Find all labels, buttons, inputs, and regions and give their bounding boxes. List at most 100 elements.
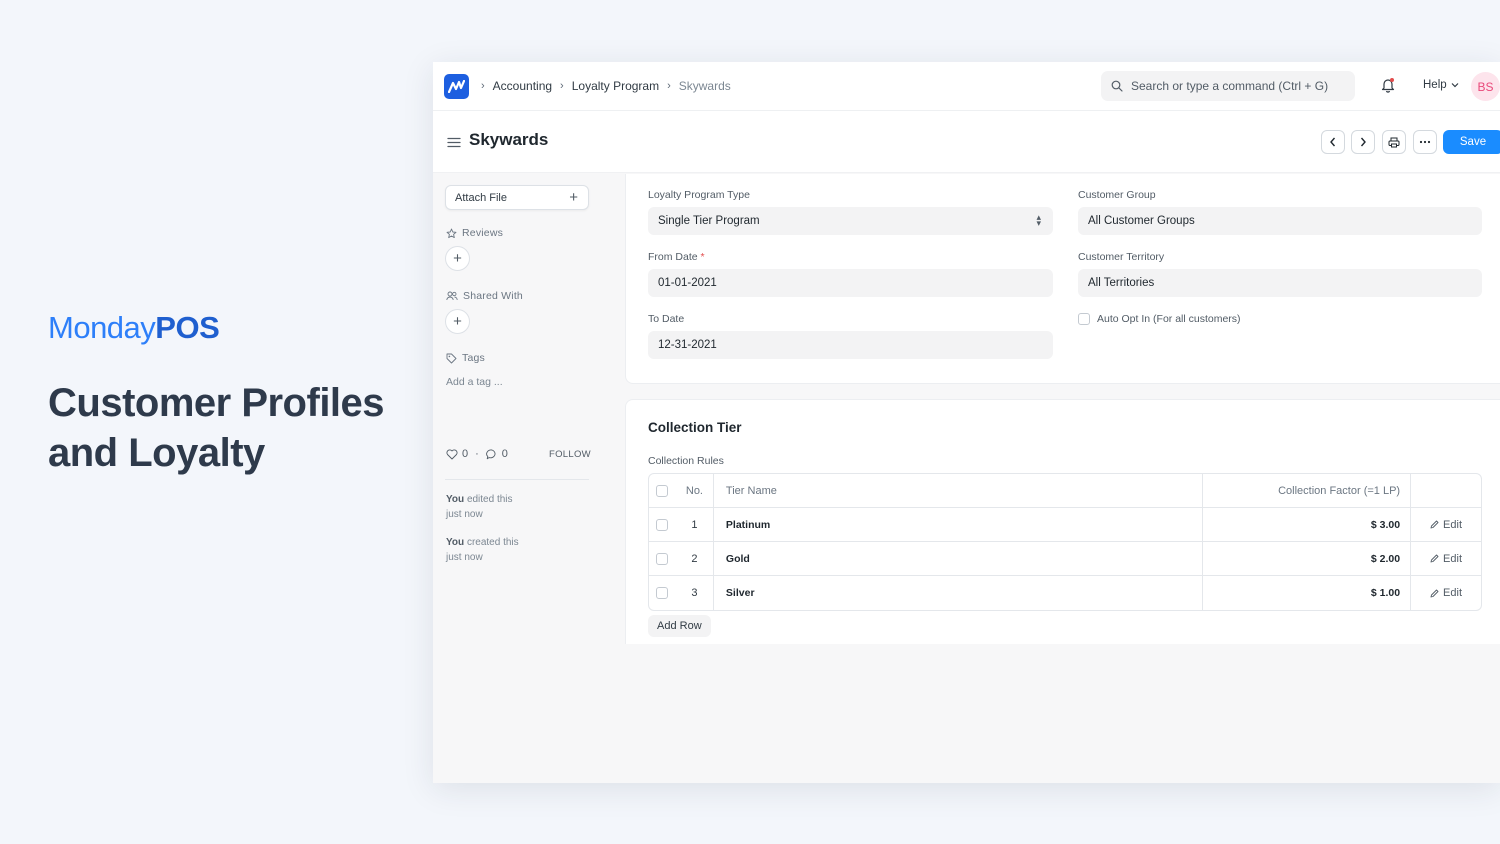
app-logo-icon[interactable] [444,73,469,99]
star-icon [446,228,457,238]
customer-group-field[interactable]: All Customer Groups [1078,207,1482,235]
breadcrumb-current[interactable]: Skywards [678,79,731,93]
avatar[interactable]: BS [1471,72,1500,101]
column-tier-name: Tier Name [714,474,1204,507]
table-row[interactable]: 3 Silver $ 1.00 Edit [649,576,1481,610]
edit-label: Edit [1443,587,1463,599]
customer-territory-field[interactable]: All Territories [1078,269,1482,297]
tag-icon [446,353,457,363]
likes-comments: 0 · 0 [446,448,508,460]
select-all-checkbox[interactable] [649,474,676,507]
attach-file-label: Attach File [455,191,507,204]
search-input[interactable]: Search or type a command (Ctrl + G) [1101,71,1355,101]
activity-what: edited this [466,494,513,505]
tags-label: Tags [446,352,485,364]
page-title: Skywards [469,130,549,149]
brand-bold: POS [155,310,220,345]
save-button[interactable]: Save [1443,130,1500,154]
notification-bell-icon[interactable] [1381,77,1395,98]
app-window: › Accounting › Loyalty Program › Skyward… [433,62,1500,783]
add-row-button[interactable]: Add Row [648,615,711,637]
chevron-right-icon: › [667,80,671,92]
row-tier-name[interactable]: Gold [714,542,1204,575]
activity-item: You edited this just now [446,492,513,522]
from-date-label-text: From Date [648,251,698,263]
add-review-button[interactable]: + [445,246,470,271]
customer-territory-label: Customer Territory [1078,251,1165,263]
from-date-label: From Date * [648,251,705,263]
breadcrumb: › Accounting › Loyalty Program › Skyward… [481,79,739,93]
attach-file-button[interactable]: Attach File + [445,185,589,210]
row-checkbox[interactable] [649,576,676,610]
column-actions [1411,474,1481,507]
table-row[interactable]: 1 Platinum $ 3.00 Edit [649,508,1481,542]
heart-icon[interactable] [446,448,458,460]
table-row[interactable]: 2 Gold $ 2.00 Edit [649,542,1481,576]
help-label: Help [1423,79,1447,91]
pencil-icon [1430,554,1439,563]
activity-what: created this [466,537,519,548]
follow-button[interactable]: FOLLOW [549,449,591,460]
table-label: Collection Rules [648,455,724,467]
to-date-field[interactable]: 12-31-2021 [648,331,1053,359]
edit-label: Edit [1443,552,1463,565]
prev-button[interactable] [1321,130,1345,154]
column-no: No. [676,474,714,507]
likes-count: 0 [462,448,469,460]
from-date-field[interactable]: 01-01-2021 [648,269,1053,297]
edit-label: Edit [1443,518,1463,531]
pencil-icon [1430,589,1439,597]
edit-row-button[interactable]: Edit [1411,542,1481,575]
menu-icon[interactable] [447,135,461,153]
column-collection-factor: Collection Factor (=1 LP) [1203,474,1412,507]
comments-count: 0 [501,448,508,460]
row-collection-factor[interactable]: $ 2.00 [1203,542,1412,575]
activity-item: You created this just now [446,535,519,565]
activity-when: just now [446,509,483,520]
program-type-select[interactable]: Single Tier Program ▴ ▾ [648,207,1053,235]
row-collection-factor[interactable]: $ 1.00 [1203,576,1412,610]
table-header-row: No. Tier Name Collection Factor (=1 LP) [649,474,1481,508]
help-dropdown[interactable]: Help [1423,79,1459,91]
row-tier-name[interactable]: Silver [714,576,1204,610]
comment-icon[interactable] [486,449,498,460]
select-arrows-icon: ▴ ▾ [1036,212,1041,228]
reviews-label: Reviews [446,227,503,239]
checkbox[interactable] [1078,313,1090,325]
breadcrumb-accounting[interactable]: Accounting [492,79,553,93]
row-collection-factor[interactable]: $ 3.00 [1203,508,1412,541]
more-icon [1419,140,1431,144]
row-checkbox[interactable] [649,542,676,575]
tags-text: Tags [462,352,485,364]
navbar: › Accounting › Loyalty Program › Skyward… [433,62,1500,111]
dot-separator: · [475,448,479,460]
chevron-right-icon: › [560,80,564,92]
collection-tier-section: Collection Tier Collection Rules No. Tie… [625,399,1500,644]
program-type-label: Loyalty Program Type [648,189,750,201]
pencil-icon [1430,520,1439,529]
add-share-button[interactable]: + [445,309,470,334]
page-header: Skywards Save [433,111,1500,173]
edit-row-button[interactable]: Edit [1411,576,1481,610]
collection-rules-table: No. Tier Name Collection Factor (=1 LP) … [648,473,1482,611]
to-date-label: To Date [648,313,685,325]
customer-group-label: Customer Group [1078,189,1156,201]
auto-opt-in-checkbox[interactable]: Auto Opt In (For all customers) [1078,313,1241,325]
brand-logo: MondayPOS [48,310,220,346]
print-button[interactable] [1382,130,1406,154]
breadcrumb-loyalty-program[interactable]: Loyalty Program [571,79,660,93]
edit-row-button[interactable]: Edit [1411,508,1481,541]
reviews-text: Reviews [462,227,504,239]
activity-when: just now [446,552,483,563]
row-no: 3 [676,576,714,610]
loyalty-program-form: Loyalty Program Type Single Tier Program… [625,174,1500,384]
users-icon [446,291,458,301]
row-checkbox[interactable] [649,508,676,541]
row-no: 2 [676,542,714,575]
shared-with-label: Shared With [446,290,523,302]
row-tier-name[interactable]: Platinum [714,508,1204,541]
more-button[interactable] [1413,130,1437,154]
add-tag-input[interactable]: Add a tag ... [446,376,503,388]
shared-with-text: Shared With [463,290,523,302]
next-button[interactable] [1351,130,1375,154]
